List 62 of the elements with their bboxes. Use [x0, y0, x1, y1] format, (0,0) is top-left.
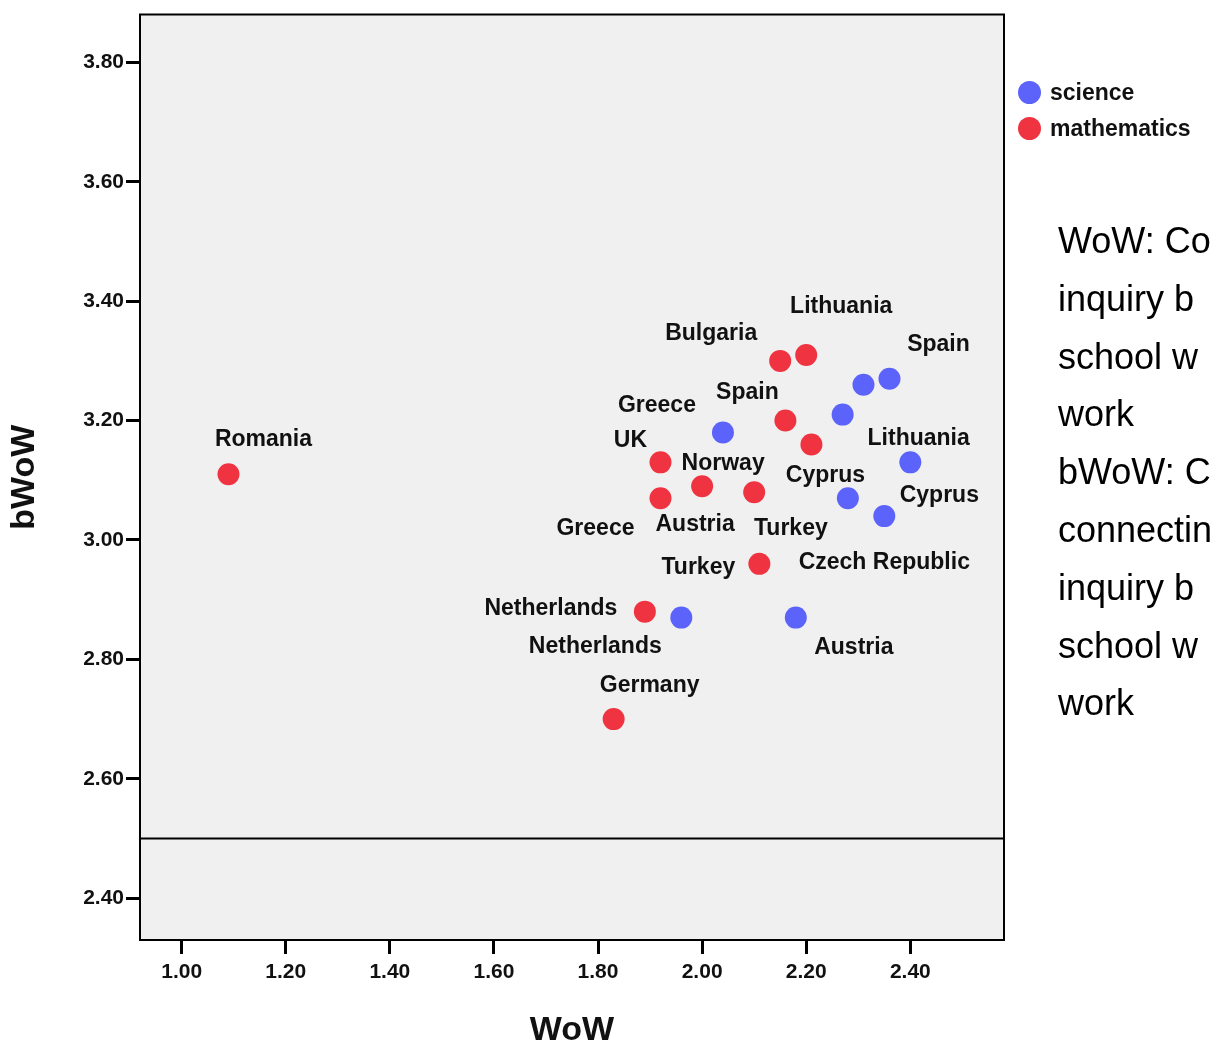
data-label: Norway	[681, 448, 765, 475]
text: WoW: Co inquiry b school w work bWoW: C connectin inquiry b school w work	[1058, 220, 1213, 724]
point	[633, 600, 656, 623]
point	[649, 451, 672, 474]
data-label: Lithuania	[867, 423, 970, 450]
point	[769, 349, 792, 372]
y-tick-label: 3.20	[83, 407, 124, 431]
y-tick-label: 3.80	[83, 49, 124, 73]
data-label: UK	[613, 425, 648, 452]
data-label: Greece	[556, 513, 635, 540]
x-tick-label: 2.40	[889, 959, 931, 983]
data-label: Spain	[907, 330, 970, 357]
point	[873, 505, 896, 528]
data-label: Austria	[814, 632, 894, 659]
data-label: Netherlands	[528, 631, 662, 658]
legend-label: mathematics	[1050, 114, 1191, 142]
y-axis-title: bWoW	[2, 423, 41, 530]
point	[670, 606, 693, 629]
x-axis-title: WoW	[529, 1008, 616, 1047]
point	[649, 487, 672, 510]
data-label: Netherlands	[484, 593, 618, 620]
point	[795, 343, 818, 366]
y-tick-label: 2.60	[83, 765, 124, 789]
y-tick-label: 3.60	[83, 168, 124, 192]
point	[831, 403, 854, 426]
point	[852, 373, 875, 396]
y-tick-label: 2.80	[83, 646, 124, 670]
legend-label: science	[1050, 78, 1135, 106]
point	[774, 409, 797, 432]
point	[836, 487, 859, 510]
point	[899, 451, 922, 474]
point	[878, 367, 901, 390]
x-tick-label: 2.20	[785, 959, 827, 983]
y-tick-label: 2.40	[83, 885, 124, 908]
x-tick-label: 1.60	[473, 959, 515, 983]
data-label: Spain	[716, 377, 779, 404]
x-tick-label: 2.00	[681, 959, 723, 983]
data-label: Greece	[617, 390, 696, 417]
data-label: Cyprus	[785, 460, 866, 487]
y-tick-label: 3.00	[83, 526, 124, 550]
x-tick-label: 1.00	[161, 959, 203, 983]
point	[743, 481, 766, 504]
data-label: Turkey	[754, 513, 828, 540]
data-label: Lithuania	[790, 292, 893, 319]
y-tick-label: 3.40	[83, 287, 124, 311]
data-label: Turkey	[661, 553, 736, 580]
data-label: Germany	[599, 671, 700, 698]
data-label: Romania	[214, 424, 313, 451]
data-label: Bulgaria	[665, 319, 758, 346]
data-label: Czech Republic	[798, 548, 971, 575]
point	[217, 463, 240, 486]
point	[784, 606, 807, 629]
x-tick-label: 1.40	[369, 959, 411, 983]
point	[711, 421, 734, 444]
point	[800, 433, 823, 456]
data-label: Austria	[655, 509, 735, 536]
x-tick-label: 1.20	[265, 959, 307, 983]
point	[748, 552, 771, 575]
data-label: Cyprus	[899, 480, 979, 507]
point	[602, 708, 625, 731]
x-tick-label: 1.80	[577, 959, 619, 983]
point	[691, 475, 714, 498]
